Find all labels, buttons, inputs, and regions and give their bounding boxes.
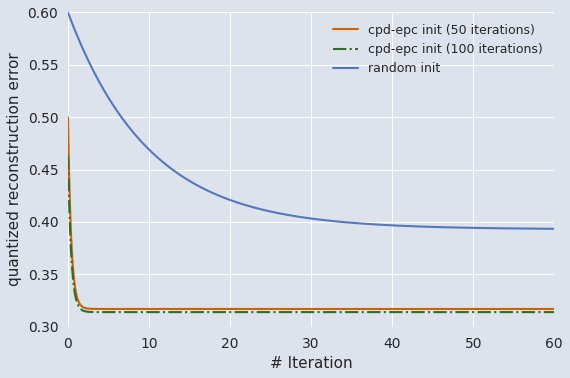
Y-axis label: quantized reconstruction error: quantized reconstruction error bbox=[7, 53, 22, 287]
cpd-epc init (100 iterations) bbox=[537, 310, 544, 314]
cpd-epc init (100 iterations) bbox=[551, 310, 557, 314]
cpd-epc init (50 iterations) bbox=[89, 307, 96, 311]
Line: cpd-epc init (50 iterations): cpd-epc init (50 iterations) bbox=[68, 117, 554, 309]
random init bbox=[89, 67, 96, 72]
random init bbox=[447, 225, 454, 230]
random init bbox=[551, 226, 557, 231]
cpd-epc init (100 iterations) bbox=[447, 310, 454, 314]
cpd-epc init (100 iterations) bbox=[537, 310, 544, 314]
cpd-epc init (50 iterations) bbox=[64, 115, 71, 119]
random init bbox=[537, 226, 544, 231]
X-axis label: # Iteration: # Iteration bbox=[270, 356, 352, 371]
random init bbox=[301, 215, 308, 220]
cpd-epc init (50 iterations) bbox=[183, 307, 190, 311]
Line: random init: random init bbox=[68, 12, 554, 229]
Legend: cpd-epc init (50 iterations), cpd-epc init (100 iterations), random init: cpd-epc init (50 iterations), cpd-epc in… bbox=[328, 19, 548, 80]
cpd-epc init (50 iterations) bbox=[537, 307, 544, 311]
random init bbox=[64, 10, 71, 15]
cpd-epc init (50 iterations) bbox=[447, 307, 454, 311]
Line: cpd-epc init (100 iterations): cpd-epc init (100 iterations) bbox=[68, 156, 554, 312]
cpd-epc init (100 iterations) bbox=[89, 310, 96, 314]
cpd-epc init (50 iterations) bbox=[551, 307, 557, 311]
cpd-epc init (100 iterations) bbox=[288, 310, 295, 314]
cpd-epc init (100 iterations) bbox=[301, 310, 308, 314]
cpd-epc init (50 iterations) bbox=[301, 307, 308, 311]
cpd-epc init (100 iterations) bbox=[64, 154, 71, 158]
cpd-epc init (50 iterations) bbox=[288, 307, 295, 311]
cpd-epc init (50 iterations) bbox=[537, 307, 544, 311]
random init bbox=[288, 213, 295, 218]
cpd-epc init (100 iterations) bbox=[182, 310, 189, 314]
random init bbox=[536, 226, 543, 231]
